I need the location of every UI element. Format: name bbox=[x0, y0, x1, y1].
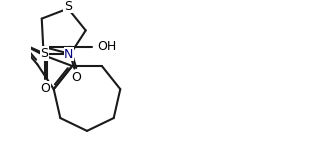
Text: O: O bbox=[71, 71, 81, 84]
Text: OH: OH bbox=[98, 40, 117, 53]
Text: N: N bbox=[64, 48, 73, 61]
Text: S: S bbox=[40, 47, 48, 60]
Text: O: O bbox=[40, 82, 50, 95]
Text: S: S bbox=[64, 0, 72, 13]
